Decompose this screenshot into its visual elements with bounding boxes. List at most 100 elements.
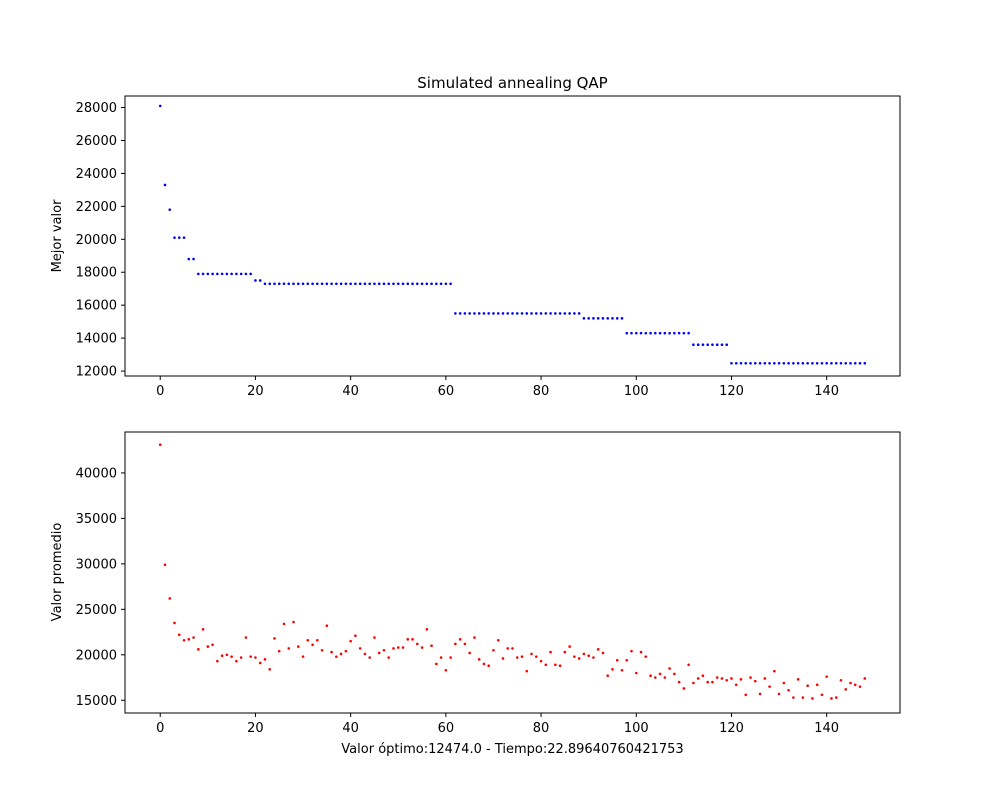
data-point (815, 683, 819, 687)
data-point (373, 636, 376, 639)
x-tick-label: 0 (156, 384, 164, 399)
x-tick-label: 40 (342, 721, 359, 736)
data-point (330, 282, 333, 286)
data-point (435, 662, 438, 666)
data-point (249, 655, 252, 658)
data-point (487, 664, 491, 668)
data-point (411, 638, 414, 641)
data-point (382, 648, 386, 652)
data-point (687, 331, 690, 335)
data-point (535, 655, 538, 658)
data-point (230, 655, 233, 658)
data-point (430, 282, 433, 286)
data-point (268, 668, 272, 671)
data-point (830, 697, 833, 700)
data-point (235, 659, 238, 663)
data-point (496, 638, 500, 642)
data-point (577, 657, 581, 660)
x-tick-label: 100 (624, 721, 649, 736)
data-point (163, 183, 167, 187)
data-point (644, 331, 648, 335)
data-point (568, 312, 571, 315)
data-point (763, 677, 767, 680)
data-point (197, 648, 200, 651)
data-point (525, 312, 529, 315)
data-point (335, 282, 338, 286)
data-point (663, 676, 667, 679)
data-point (377, 651, 381, 655)
data-point (549, 650, 552, 654)
data-point (515, 656, 519, 659)
data-point (773, 361, 776, 365)
data-point (220, 654, 224, 658)
data-point (749, 361, 752, 365)
data-point (858, 361, 862, 365)
data-point (849, 361, 852, 365)
data-point (392, 647, 395, 650)
data-point (706, 343, 709, 347)
x-tick-label: 100 (624, 384, 649, 399)
data-point (277, 649, 281, 653)
data-point (177, 633, 181, 637)
data-point (639, 650, 643, 654)
data-point (430, 644, 433, 648)
data-point (568, 645, 571, 648)
data-point (320, 648, 324, 652)
data-point (673, 331, 676, 335)
data-point (220, 272, 224, 276)
data-point (606, 674, 610, 678)
data-point (482, 312, 486, 315)
data-point (625, 331, 629, 335)
data-point (615, 317, 619, 320)
data-point (244, 272, 248, 276)
y-axis-title-top: Mejor valor (50, 199, 65, 272)
y-tick-label: 25000 (76, 603, 117, 618)
data-point (715, 343, 719, 347)
data-point (192, 636, 195, 639)
data-point (796, 678, 800, 681)
y-tick-label: 15000 (76, 694, 117, 709)
data-point (344, 282, 348, 286)
data-point (216, 659, 219, 663)
data-point (544, 312, 548, 315)
data-point (330, 650, 333, 654)
data-point (477, 658, 481, 661)
data-point (539, 312, 543, 315)
data-point (511, 647, 514, 650)
data-point (301, 655, 305, 658)
data-point (701, 674, 705, 678)
data-point (454, 642, 457, 646)
data-point (725, 678, 729, 682)
data-point (473, 636, 476, 639)
data-point (573, 312, 576, 315)
data-point (830, 361, 833, 365)
x-tick-label: 0 (156, 721, 164, 736)
data-point (316, 282, 319, 286)
data-point (825, 361, 828, 365)
data-point (720, 343, 724, 347)
data-point (449, 282, 452, 286)
y-tick-label: 28000 (76, 101, 117, 116)
data-point (806, 684, 809, 688)
data-point (463, 642, 467, 646)
data-point (744, 693, 748, 697)
data-point (225, 272, 229, 276)
data-point (511, 312, 514, 315)
data-point (473, 312, 476, 315)
data-point (487, 312, 491, 315)
data-point (211, 272, 214, 276)
data-point (401, 282, 405, 286)
data-point (496, 312, 500, 315)
data-point (549, 312, 552, 315)
data-point (506, 312, 510, 315)
data-point (292, 282, 295, 286)
data-point (335, 655, 338, 658)
data-point (839, 678, 843, 682)
data-point (687, 663, 690, 667)
data-point (630, 649, 633, 653)
data-point (739, 361, 743, 365)
data-point (739, 678, 743, 681)
data-point (192, 257, 195, 261)
data-point (611, 668, 614, 671)
y-tick-label: 30000 (76, 557, 117, 572)
